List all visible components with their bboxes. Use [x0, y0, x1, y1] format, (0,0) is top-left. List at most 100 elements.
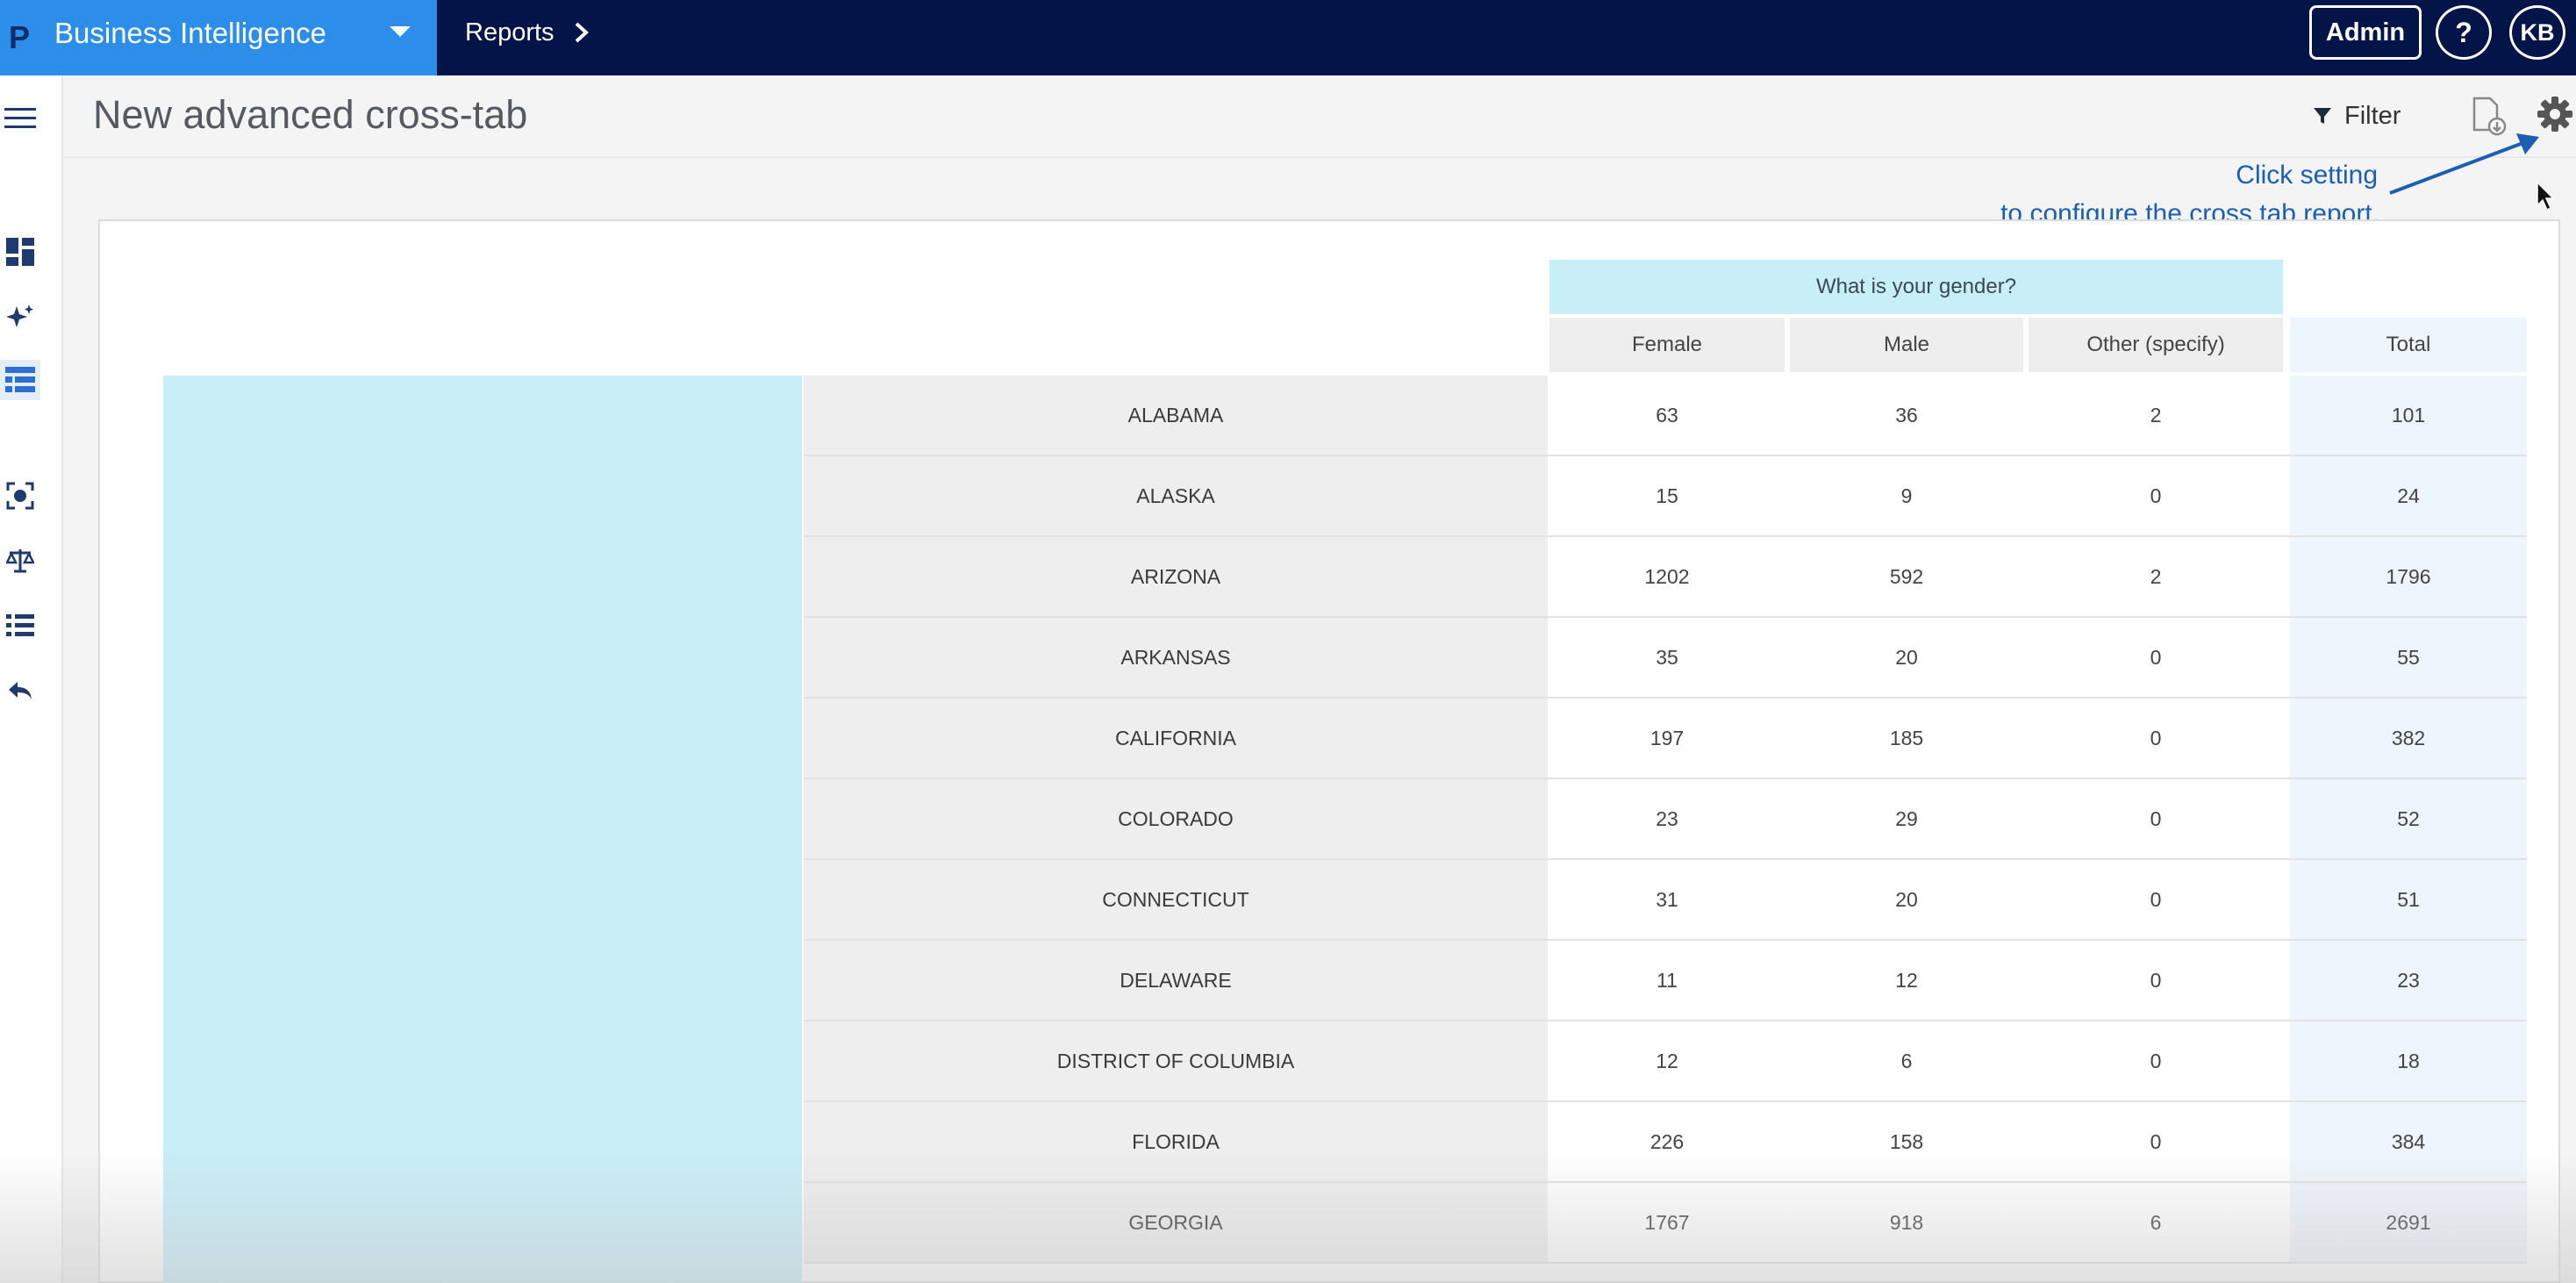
mouse-cursor-icon — [2537, 181, 2555, 211]
column-header: Female — [1549, 318, 1785, 372]
row-divider — [804, 939, 2527, 941]
row-divider — [804, 535, 2527, 537]
table-cell: 6 — [2029, 1183, 2283, 1262]
group-header: What is your gender? — [1549, 260, 2283, 314]
row-divider — [804, 616, 2527, 618]
caret-down-icon[interactable] — [390, 26, 411, 37]
table-cell: 12 — [1790, 941, 2023, 1020]
help-button[interactable]: ? — [2436, 5, 2492, 60]
row-group-cell — [163, 376, 802, 1283]
app-switcher[interactable]: P Business Intelligence — [0, 0, 437, 75]
filter-button[interactable]: Filter — [2313, 98, 2401, 133]
scan-icon[interactable] — [0, 476, 40, 516]
table-cell: 12 — [1549, 1021, 1785, 1100]
table-cell: 0 — [2029, 1102, 2283, 1181]
table-cell: 29 — [1790, 779, 2023, 858]
page-title: New advanced cross-tab — [93, 92, 528, 137]
table-cell: 2 — [2029, 537, 2283, 616]
row-label: ALASKA — [804, 456, 1548, 535]
table-cell: 0 — [2029, 779, 2283, 858]
table-cell: 11 — [1549, 941, 1785, 1020]
table-cell: 35 — [1549, 618, 1785, 697]
row-divider — [804, 455, 2527, 456]
chevron-right-icon — [575, 22, 589, 43]
table-cell: 6 — [1790, 1021, 2023, 1100]
table-cell: 918 — [1790, 1183, 2023, 1262]
table-cell: 9 — [1790, 456, 2023, 535]
table-cell: 0 — [2029, 1021, 2283, 1100]
table-cell: 15 — [1549, 456, 1785, 535]
total-cell: 1796 — [2290, 537, 2527, 616]
table-cell: 0 — [2029, 699, 2283, 778]
total-cell: 382 — [2290, 699, 2527, 778]
annotation-arrow-icon — [2389, 133, 2539, 195]
row-label: ARKANSAS — [804, 618, 1548, 697]
row-label: ARIZONA — [804, 537, 1548, 616]
list-icon[interactable] — [0, 606, 40, 646]
sidebar — [0, 75, 63, 1283]
row-divider — [804, 1100, 2527, 1102]
table-cell: 185 — [1790, 699, 2023, 778]
reply-icon[interactable] — [0, 670, 40, 711]
user-avatar[interactable]: KB — [2509, 5, 2565, 60]
dashboard-icon[interactable] — [0, 232, 40, 272]
gear-icon[interactable] — [2536, 95, 2574, 133]
table-cell: 23 — [1549, 779, 1785, 858]
admin-button[interactable]: Admin — [2309, 5, 2422, 60]
row-label: COLORADO — [804, 779, 1548, 858]
total-cell: 52 — [2290, 779, 2527, 858]
table-cell: 20 — [1790, 618, 2023, 697]
row-label: FLORIDA — [804, 1102, 1548, 1181]
total-cell: 384 — [2290, 1102, 2527, 1181]
breadcrumb-reports[interactable]: Reports — [465, 18, 555, 47]
table-cell: 31 — [1549, 860, 1785, 939]
table-cell: 226 — [1549, 1102, 1785, 1181]
export-icon[interactable] — [2469, 95, 2508, 137]
table-cell: 36 — [1790, 376, 2023, 455]
annotation-line-1: Click setting — [2236, 161, 2378, 190]
total-header: Total — [2290, 318, 2527, 372]
row-label: CONNECTICUT — [804, 860, 1548, 939]
row-divider — [804, 1262, 2527, 1264]
total-cell: 55 — [2290, 618, 2527, 697]
table-cell: 0 — [2029, 618, 2283, 697]
table-icon[interactable] — [0, 360, 40, 400]
row-divider — [804, 1020, 2527, 1021]
column-header: Other (specify) — [2029, 318, 2283, 372]
total-cell: 24 — [2290, 456, 2527, 535]
sparkle-icon[interactable] — [0, 297, 40, 337]
row-label: DELAWARE — [804, 941, 1548, 1020]
table-cell: 158 — [1790, 1102, 2023, 1181]
row-label: DISTRICT OF COLUMBIA — [804, 1021, 1548, 1100]
total-cell: 51 — [2290, 860, 2527, 939]
menu-icon[interactable] — [0, 98, 40, 139]
total-cell: 101 — [2290, 376, 2527, 455]
table-cell: 197 — [1549, 699, 1785, 778]
table-cell: 1767 — [1549, 1183, 1785, 1262]
table-cell: 0 — [2029, 860, 2283, 939]
total-cell: 23 — [2290, 941, 2527, 1020]
total-cell: 18 — [2290, 1021, 2527, 1100]
table-cell: 2 — [2029, 376, 2283, 455]
scale-icon[interactable] — [0, 541, 40, 581]
filter-label: Filter — [2344, 101, 2401, 130]
row-label: CALIFORNIA — [804, 699, 1548, 778]
total-cell: 2691 — [2290, 1183, 2527, 1262]
row-label: ALABAMA — [804, 376, 1548, 455]
table-cell: 20 — [1790, 860, 2023, 939]
row-divider — [804, 697, 2527, 699]
table-cell: 592 — [1790, 537, 2023, 616]
header-divider — [63, 156, 2576, 158]
table-cell: 0 — [2029, 456, 2283, 535]
top-bar: P Business Intelligence Reports Admin ? … — [0, 0, 2576, 75]
app-title: Business Intelligence — [54, 17, 327, 49]
table-cell: 0 — [2029, 941, 2283, 1020]
filter-icon — [2314, 108, 2331, 124]
table-cell: 63 — [1549, 376, 1785, 455]
app-logo: P — [9, 19, 31, 55]
row-divider — [804, 778, 2527, 779]
row-label: GEORGIA — [804, 1183, 1548, 1262]
table-cell: 1202 — [1549, 537, 1785, 616]
crosstab-card: What is your gender? Female Male Other (spe… — [98, 219, 2560, 1283]
column-header: Male — [1790, 318, 2023, 372]
